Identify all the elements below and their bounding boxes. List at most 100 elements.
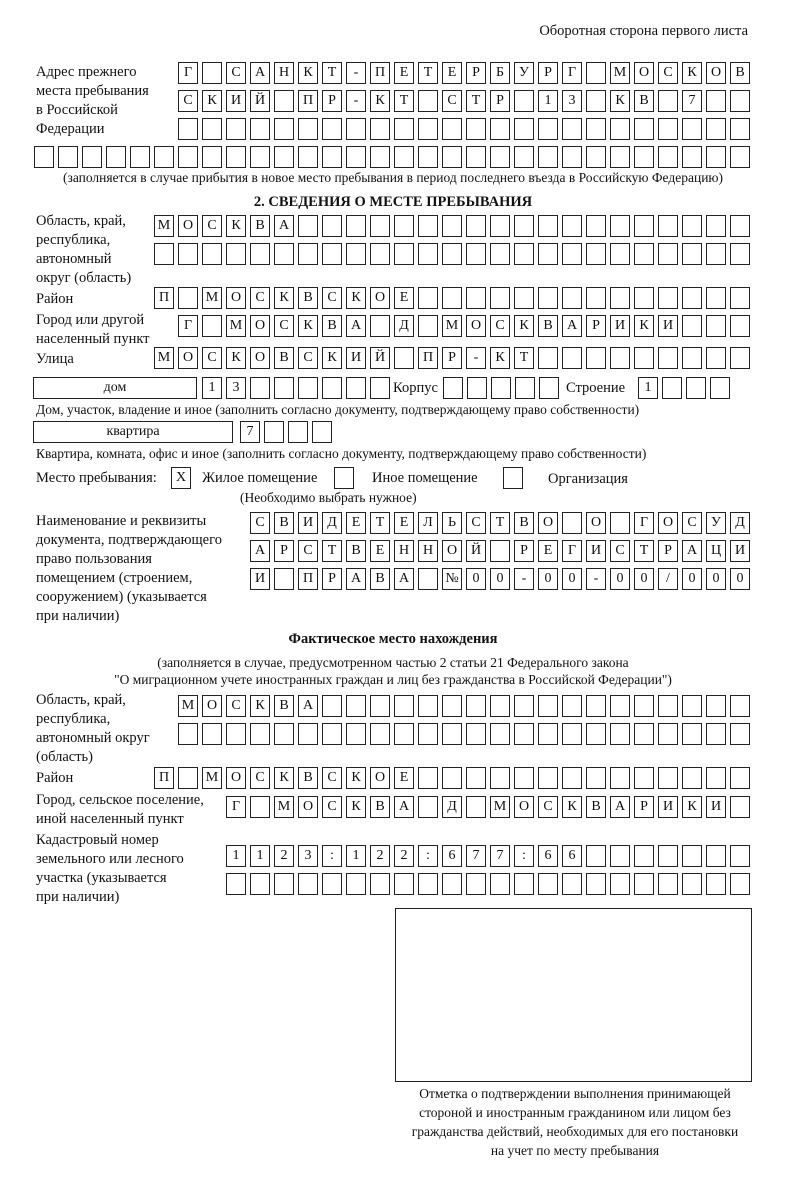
char-cell[interactable]: 0 <box>634 568 654 590</box>
char-cell[interactable]: С <box>322 796 342 818</box>
char-cell[interactable]: 3 <box>298 845 318 867</box>
char-cell[interactable]: К <box>298 62 318 84</box>
char-cell[interactable] <box>538 243 558 265</box>
char-cell[interactable] <box>346 215 366 237</box>
char-cell[interactable] <box>538 287 558 309</box>
char-cell[interactable] <box>682 215 702 237</box>
char-cell[interactable]: В <box>274 347 294 369</box>
previous-address-row-3[interactable] <box>178 118 750 140</box>
char-cell[interactable]: : <box>322 845 342 867</box>
char-cell[interactable] <box>634 146 654 168</box>
char-cell[interactable] <box>682 845 702 867</box>
char-cell[interactable] <box>562 118 582 140</box>
char-cell[interactable] <box>562 287 582 309</box>
char-cell[interactable] <box>610 347 630 369</box>
char-cell[interactable] <box>274 723 294 745</box>
char-cell[interactable] <box>394 118 414 140</box>
char-cell[interactable] <box>466 695 486 717</box>
char-cell[interactable] <box>274 146 294 168</box>
char-cell[interactable] <box>418 767 438 789</box>
apartment-number-row[interactable]: 7 <box>240 421 332 443</box>
char-cell[interactable]: Р <box>634 796 654 818</box>
char-cell[interactable] <box>730 215 750 237</box>
char-cell[interactable]: К <box>346 796 366 818</box>
char-cell[interactable] <box>490 287 510 309</box>
char-cell[interactable]: С <box>322 767 342 789</box>
char-cell[interactable]: Е <box>370 540 390 562</box>
char-cell[interactable] <box>610 243 630 265</box>
char-cell[interactable]: Р <box>442 347 462 369</box>
char-cell[interactable] <box>538 767 558 789</box>
char-cell[interactable]: О <box>466 315 486 337</box>
char-cell[interactable] <box>178 287 198 309</box>
char-cell[interactable] <box>466 723 486 745</box>
char-cell[interactable] <box>562 243 582 265</box>
char-cell[interactable]: В <box>514 512 534 534</box>
char-cell[interactable]: И <box>250 568 270 590</box>
char-cell[interactable] <box>130 146 150 168</box>
char-cell[interactable]: В <box>370 796 390 818</box>
char-cell[interactable]: О <box>442 540 462 562</box>
char-cell[interactable] <box>586 215 606 237</box>
char-cell[interactable]: А <box>274 215 294 237</box>
char-cell[interactable]: 1 <box>250 845 270 867</box>
char-cell[interactable]: М <box>274 796 294 818</box>
char-cell[interactable]: И <box>226 90 246 112</box>
char-cell[interactable]: Б <box>490 62 510 84</box>
char-cell[interactable]: В <box>298 287 318 309</box>
char-cell[interactable]: Т <box>370 512 390 534</box>
char-cell[interactable] <box>490 873 510 895</box>
char-cell[interactable] <box>274 243 294 265</box>
char-cell[interactable] <box>538 723 558 745</box>
char-cell[interactable]: 1 <box>202 377 222 399</box>
char-cell[interactable]: 6 <box>442 845 462 867</box>
char-cell[interactable] <box>466 796 486 818</box>
char-cell[interactable] <box>298 723 318 745</box>
char-cell[interactable]: К <box>202 90 222 112</box>
char-cell[interactable]: О <box>298 796 318 818</box>
char-cell[interactable]: 0 <box>682 568 702 590</box>
char-cell[interactable]: К <box>610 90 630 112</box>
char-cell[interactable]: : <box>514 845 534 867</box>
char-cell[interactable]: С <box>610 540 630 562</box>
char-cell[interactable] <box>586 146 606 168</box>
checkbox-organization[interactable] <box>503 467 523 489</box>
char-cell[interactable] <box>466 118 486 140</box>
char-cell[interactable] <box>418 90 438 112</box>
char-cell[interactable] <box>250 873 270 895</box>
char-cell[interactable]: С <box>298 540 318 562</box>
char-cell[interactable] <box>394 146 414 168</box>
char-cell[interactable]: В <box>346 540 366 562</box>
char-cell[interactable]: 7 <box>490 845 510 867</box>
char-cell[interactable]: С <box>490 315 510 337</box>
char-cell[interactable]: П <box>418 347 438 369</box>
char-cell[interactable] <box>346 146 366 168</box>
char-cell[interactable] <box>418 118 438 140</box>
char-cell[interactable] <box>346 118 366 140</box>
char-cell[interactable] <box>154 243 174 265</box>
char-cell[interactable] <box>418 315 438 337</box>
char-cell[interactable] <box>658 845 678 867</box>
char-cell[interactable] <box>586 695 606 717</box>
char-cell[interactable] <box>730 796 750 818</box>
char-cell[interactable] <box>610 118 630 140</box>
char-cell[interactable]: А <box>250 62 270 84</box>
char-cell[interactable]: В <box>730 62 750 84</box>
cadastral-row-2[interactable] <box>226 873 750 895</box>
building-row[interactable]: 1 <box>638 377 730 399</box>
char-cell[interactable] <box>178 146 198 168</box>
char-cell[interactable]: Т <box>490 512 510 534</box>
char-cell[interactable]: С <box>538 796 558 818</box>
char-cell[interactable]: Е <box>394 62 414 84</box>
char-cell[interactable]: К <box>346 287 366 309</box>
char-cell[interactable] <box>466 767 486 789</box>
char-cell[interactable] <box>730 243 750 265</box>
char-cell[interactable]: Д <box>442 796 462 818</box>
char-cell[interactable]: 0 <box>466 568 486 590</box>
char-cell[interactable]: В <box>370 568 390 590</box>
char-cell[interactable]: 7 <box>682 90 702 112</box>
